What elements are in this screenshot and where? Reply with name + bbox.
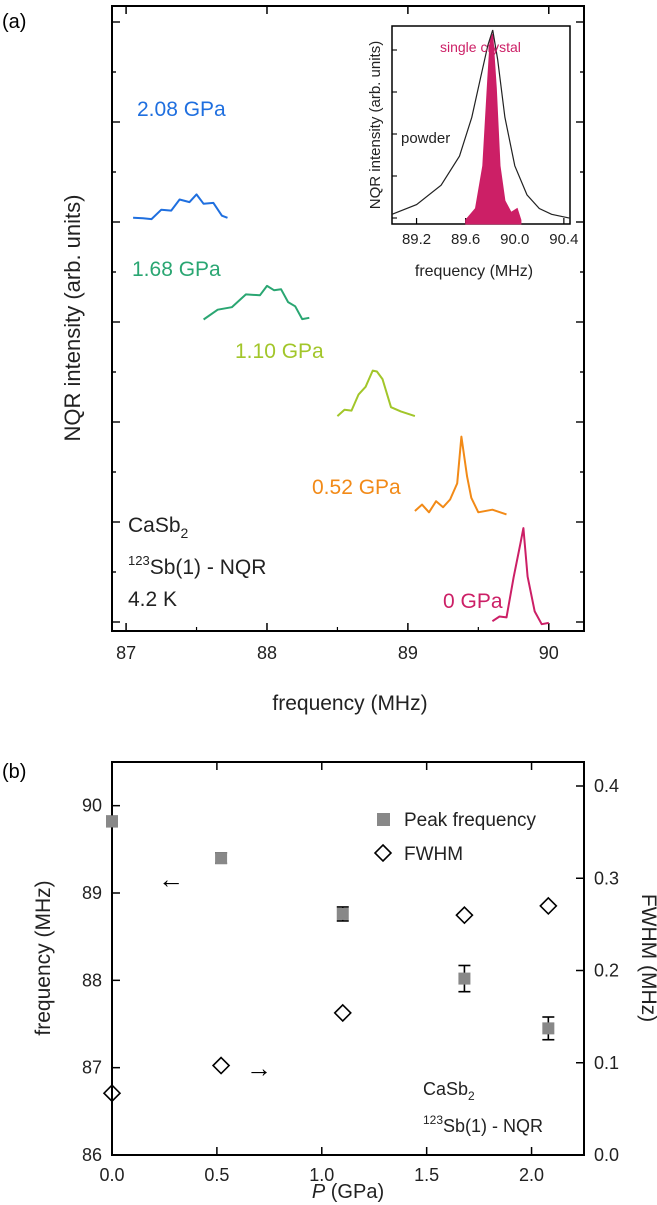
peak-frequency-point [542, 1022, 555, 1035]
panel-a-x-tick-label: 87 [116, 643, 136, 663]
inset-series [391, 29, 571, 225]
panel-b-x-axis-label: P (GPa) [312, 1181, 384, 1203]
spectrum-line [414, 435, 507, 516]
panel-a-ticks: 87 88 89 90 [112, 6, 584, 663]
panel-a-compound-label: CaSb2 [128, 514, 189, 541]
inset-ticks: 89.2 89.6 90.0 90.4 [392, 49, 578, 248]
panel-a-y-axis-label: NQR intensity (arb. units) [60, 195, 85, 442]
peak-frequency-point [215, 852, 228, 865]
panel-b-x-tick-label: 1.5 [414, 1165, 439, 1185]
left-axis-arrow: ← [158, 864, 184, 894]
inset-x-tick-label: 89.2 [402, 231, 431, 248]
spectrum-line [336, 369, 416, 418]
peak-frequency-point [336, 907, 349, 920]
panel-b-x-tick-label: 0.5 [204, 1165, 229, 1185]
legend-peak-frequency: Peak frequency [404, 810, 537, 831]
inset-y-axis-label: NQR intensity (arb. units) [367, 41, 384, 209]
spectrum-pressure-label: 1.68 GPa [132, 258, 221, 281]
inset: 89.2 89.6 90.0 90.4 NQR intensity (arb. uni… [367, 25, 578, 280]
panel-b-y-tick-label: 86 [82, 1145, 102, 1165]
inset-legend-powder: powder [401, 130, 450, 147]
fwhm-point [333, 1003, 352, 1023]
panel-b-x-tick-label: 1.0 [309, 1165, 334, 1185]
fwhm-point [539, 896, 558, 916]
panel-a-x-tick-label: 89 [398, 643, 418, 663]
panel-b-x-tick-label: 0.0 [99, 1165, 124, 1185]
fwhm-point [455, 906, 474, 925]
inset-x-tick-label: 89.6 [451, 231, 480, 248]
spectrum-pressure-label: 1.10 GPa [235, 340, 324, 363]
inset-x-tick-label: 90.0 [500, 231, 529, 248]
panel-a-frame [111, 5, 585, 632]
panel-a-x-tick-label: 88 [257, 643, 277, 663]
panel-b-right-y-tick-label: 0.2 [594, 961, 619, 981]
peak-frequency-point [458, 972, 471, 985]
panel-b-right-y-axis-label: FWHM (MHz) [637, 894, 657, 1022]
right-axis-arrow: → [246, 1053, 272, 1083]
panel-a-method-label: 123Sb(1) - NQR [128, 553, 266, 579]
spectrum-pressure-label: 0 GPa [443, 590, 503, 613]
inset-legend-single-crystal: single crystal [440, 39, 521, 55]
panel-b-ticks: 0.0 0.5 1.0 1.5 2.0 86 87 88 89 90 0.0 0.1 0.2 0.3 0.4 [82, 762, 619, 1185]
spectrum-pressure-label: 0.52 GPa [312, 476, 401, 499]
legend-diamond-icon [373, 843, 393, 863]
panel-b-right-y-tick-label: 0.1 [594, 1053, 619, 1073]
panel-b-label: (b) [2, 761, 26, 783]
panel-a-temperature-label: 4.2 K [128, 588, 177, 611]
fwhm-point [211, 1056, 231, 1075]
panel-a-label: (a) [2, 11, 26, 33]
panel-a-x-tick-label: 90 [539, 643, 559, 663]
legend-square-icon [377, 813, 390, 826]
panel-b-compound-label: CaSb2 [423, 1079, 475, 1103]
panel-b: (b) 0.0 0.5 1.0 1.5 2.086878889900.00.10.20.… [2, 761, 657, 1203]
inset-single-crystal-area [465, 33, 522, 225]
peak-frequency-point [106, 815, 118, 828]
spectrum-pressure-label: 2.08 GPa [137, 98, 226, 121]
panel-b-y-tick-label: 87 [82, 1058, 102, 1078]
panel-a-x-axis-label: frequency (MHz) [272, 692, 427, 715]
spectrum-line [133, 193, 228, 221]
panel-a-series: 2.08 GPa 1.68 GPa 1.10 GPa 0.52 GPa 0 GPa [132, 98, 549, 626]
panel-b-y-tick-label: 90 [82, 796, 102, 816]
legend-fwhm: FWHM [404, 844, 463, 865]
spectrum-line [203, 284, 310, 321]
panel-b-series [102, 815, 558, 1103]
inset-powder-line [391, 29, 571, 219]
panel-b-method-label: 123Sb(1) - NQR [423, 1113, 543, 1136]
panel-b-y-axis-label: frequency (MHz) [32, 880, 55, 1035]
fwhm-point [102, 1084, 122, 1103]
panel-b-y-tick-label: 89 [82, 883, 102, 903]
panel-b-right-y-tick-label: 0.4 [594, 776, 619, 796]
panel-b-right-y-tick-label: 0.3 [594, 868, 619, 888]
panel-b-frame [111, 761, 585, 1156]
panel-b-x-tick-label: 2.0 [519, 1165, 544, 1185]
inset-x-axis-label: frequency (MHz) [415, 263, 533, 280]
panel-a: (a) 87 88 89 90 2.08 GPa 1.68 GPa 1.10 GPa 0.5… [2, 5, 585, 715]
panel-b-right-y-tick-label: 0.0 [594, 1145, 619, 1165]
spectrum-line [491, 527, 549, 626]
panel-b-y-tick-label: 88 [82, 970, 102, 990]
inset-x-tick-label: 90.4 [549, 231, 578, 248]
